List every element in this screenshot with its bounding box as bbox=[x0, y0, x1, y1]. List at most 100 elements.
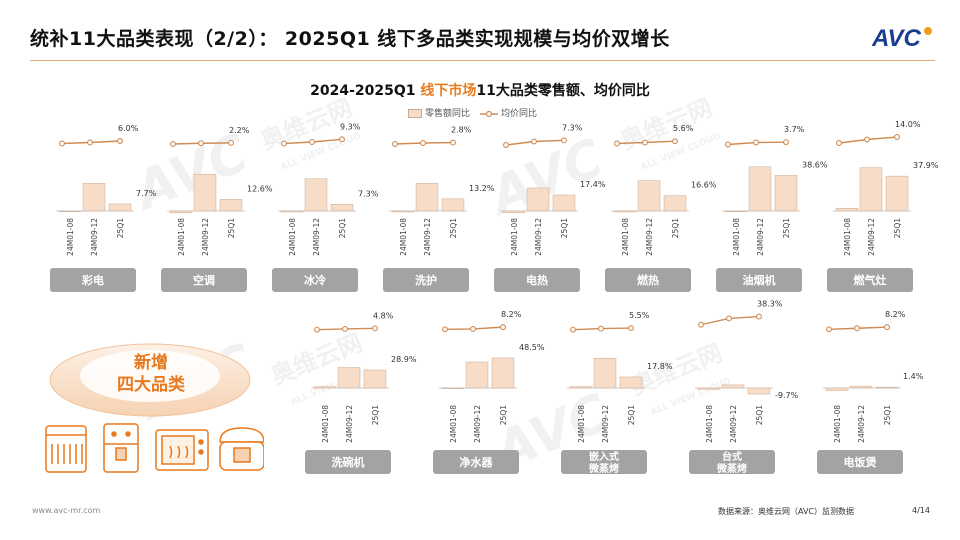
avg-price-point-12-2 bbox=[884, 324, 890, 331]
x-tick-4-2: 25Q1 bbox=[560, 218, 569, 238]
avg-price-point-7-2 bbox=[894, 134, 900, 140]
x-tick-4-1: 24M09-12 bbox=[534, 218, 543, 256]
bar-4-2 bbox=[552, 194, 576, 212]
bar-10-2 bbox=[619, 376, 643, 389]
bar-11-1 bbox=[721, 384, 745, 389]
bar-label-5: 16.6% bbox=[691, 181, 717, 190]
bar-8-2 bbox=[363, 369, 387, 389]
category-label-box-11 bbox=[689, 450, 775, 474]
x-tick-7-1: 24M09-12 bbox=[867, 218, 876, 256]
avg-price-point-1-2 bbox=[228, 139, 234, 146]
x-tick-8-0: 24M01-08 bbox=[321, 405, 330, 443]
avg-price-point-3-2 bbox=[450, 139, 456, 146]
x-tick-7-0: 24M01-08 bbox=[843, 218, 852, 256]
line-label-5: 5.6% bbox=[673, 124, 694, 133]
x-tick-12-2: 25Q1 bbox=[883, 405, 892, 425]
avg-price-point-3-0 bbox=[392, 141, 398, 147]
bar-7-0 bbox=[835, 207, 859, 212]
avg-price-point-4-2 bbox=[561, 137, 567, 144]
category-label-2: 冰冷 bbox=[304, 273, 326, 287]
appliance-icons bbox=[45, 423, 264, 473]
page-title: 统补11大品类表现（2/2）： 2025Q1 线下多品类实现规模与均价双增长 bbox=[30, 28, 670, 50]
new-categories-line2: 四大品类 bbox=[117, 375, 185, 395]
x-tick-5-0: 24M01-08 bbox=[621, 218, 630, 256]
category-label-11: 微蒸烤 bbox=[716, 462, 747, 475]
x-tick-11-0: 24M01-08 bbox=[705, 405, 714, 443]
avg-price-point-10-2 bbox=[628, 325, 634, 332]
x-tick-11-2: 25Q1 bbox=[755, 405, 764, 425]
x-tick-0-0: 24M01-08 bbox=[66, 218, 75, 256]
avc-logo: AVC bbox=[872, 25, 932, 52]
line-label-1: 2.2% bbox=[229, 126, 250, 135]
bar-0-2 bbox=[108, 203, 132, 212]
bar-8-1 bbox=[337, 367, 361, 389]
bar-label-4: 17.4% bbox=[580, 180, 606, 189]
x-tick-1-2: 25Q1 bbox=[227, 218, 236, 238]
category-label-10: 嵌入式 bbox=[589, 450, 619, 463]
avg-price-point-11-2 bbox=[756, 313, 762, 320]
bar-4-1 bbox=[526, 187, 550, 212]
rice-cooker-icon bbox=[219, 427, 264, 471]
category-label-7: 燃气灶 bbox=[853, 273, 887, 287]
category-label-box-3 bbox=[383, 268, 469, 292]
legend-bar: 零售额同比 bbox=[408, 106, 470, 119]
category-label-box-6 bbox=[716, 268, 802, 292]
legend-line-icon bbox=[480, 110, 499, 117]
bar-10-0 bbox=[569, 386, 593, 389]
avg-price-point-6-0 bbox=[725, 141, 731, 148]
line-label-2: 9.3% bbox=[340, 122, 361, 131]
avg-price-point-2-2 bbox=[339, 136, 345, 143]
avg-price-point-0-0 bbox=[59, 140, 65, 147]
x-tick-6-2: 25Q1 bbox=[782, 218, 791, 238]
chart-title-prefix: 2024-2025Q1 bbox=[310, 83, 421, 99]
line-label-4: 7.3% bbox=[562, 123, 583, 132]
legend-bar-swatch-icon bbox=[408, 109, 422, 118]
bar-7-2 bbox=[885, 175, 909, 212]
category-label-10: 微蒸烤 bbox=[588, 462, 619, 475]
bar-1-1 bbox=[193, 173, 217, 212]
avg-price-point-9-2 bbox=[500, 324, 506, 331]
line-label-12: 8.2% bbox=[885, 310, 906, 319]
avg-price-point-4-0 bbox=[503, 142, 509, 148]
avg-price-point-10-0 bbox=[570, 326, 576, 333]
bar-label-10: 17.8% bbox=[647, 362, 673, 371]
x-tick-6-1: 24M09-12 bbox=[756, 218, 765, 256]
bar-2-0 bbox=[280, 210, 304, 213]
avg-price-point-6-2 bbox=[783, 139, 789, 146]
x-tick-9-2: 25Q1 bbox=[499, 405, 508, 425]
bar-0-0 bbox=[58, 210, 82, 212]
avg-price-point-11-1 bbox=[726, 315, 732, 322]
bar-9-0 bbox=[441, 387, 465, 389]
bar-6-0 bbox=[724, 210, 748, 212]
x-tick-1-0: 24M01-08 bbox=[177, 218, 186, 256]
chart-title-highlight: 线下市场 bbox=[420, 83, 477, 99]
avg-price-point-12-0 bbox=[826, 326, 832, 333]
bar-3-0 bbox=[391, 210, 415, 213]
category-label-box-4 bbox=[494, 268, 580, 292]
bar-5-1 bbox=[637, 180, 661, 212]
category-label-box-5 bbox=[605, 268, 691, 292]
bar-label-7: 37.9% bbox=[913, 161, 939, 170]
line-label-0: 6.0% bbox=[118, 124, 139, 133]
bar-9-2 bbox=[491, 357, 515, 389]
x-tick-3-2: 25Q1 bbox=[449, 218, 458, 238]
avg-price-point-1-1 bbox=[198, 140, 204, 147]
line-label-10: 5.5% bbox=[629, 311, 650, 320]
x-tick-5-1: 24M09-12 bbox=[645, 218, 654, 256]
avg-price-point-9-0 bbox=[442, 326, 448, 333]
category-label-9: 净水器 bbox=[460, 455, 494, 469]
category-label-5: 燃热 bbox=[636, 273, 659, 287]
bar-label-0: 7.7% bbox=[136, 189, 157, 198]
bar-5-2 bbox=[663, 195, 687, 212]
avg-price-point-6-1 bbox=[753, 139, 759, 146]
bar-11-2 bbox=[747, 387, 771, 395]
bar-6-1 bbox=[748, 166, 772, 212]
avg-price-point-2-1 bbox=[309, 139, 315, 145]
legend-bar-label: 零售额同比 bbox=[425, 109, 471, 119]
bar-12-1 bbox=[849, 385, 873, 389]
x-tick-10-1: 24M09-12 bbox=[601, 405, 610, 443]
line-label-6: 3.7% bbox=[784, 125, 805, 134]
line-label-9: 8.2% bbox=[501, 310, 522, 319]
x-tick-4-0: 24M01-08 bbox=[510, 218, 519, 256]
